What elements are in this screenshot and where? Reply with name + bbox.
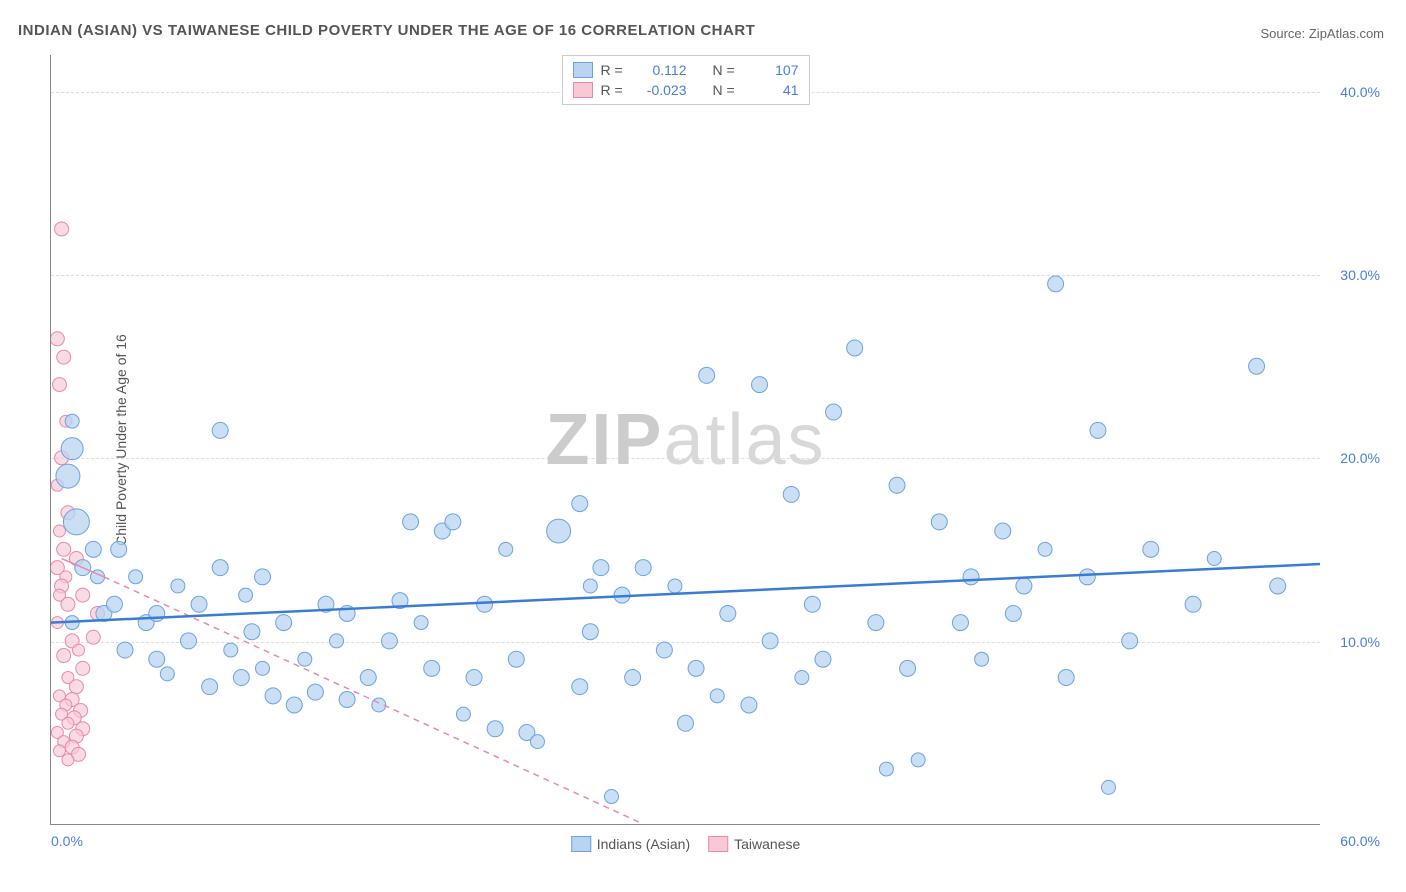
chart-container: Child Poverty Under the Age of 16 ZIPatl… bbox=[50, 55, 1386, 825]
legend-swatch-indians bbox=[573, 62, 593, 78]
legend-item-indians: Indians (Asian) bbox=[571, 836, 690, 852]
legend-swatch-indians-bottom bbox=[571, 836, 591, 852]
legend-label-taiwanese: Taiwanese bbox=[734, 836, 800, 852]
source-label: Source: ZipAtlas.com bbox=[1260, 26, 1384, 41]
plot-area: ZIPatlas R = 0.112 N = 107 R = -0.023 N … bbox=[50, 55, 1320, 825]
n-label: N = bbox=[713, 82, 741, 98]
legend-swatch-taiwanese-bottom bbox=[708, 836, 728, 852]
scatter-svg bbox=[51, 55, 1320, 824]
r-value-taiwanese: -0.023 bbox=[637, 82, 687, 98]
r-label: R = bbox=[601, 82, 629, 98]
n-value-taiwanese: 41 bbox=[749, 82, 799, 98]
y-tick-label: 20.0% bbox=[1340, 450, 1380, 466]
legend-label-indians: Indians (Asian) bbox=[597, 836, 690, 852]
n-label: N = bbox=[713, 62, 741, 78]
legend-row-indians: R = 0.112 N = 107 bbox=[573, 60, 799, 80]
legend-item-taiwanese: Taiwanese bbox=[708, 836, 800, 852]
r-value-indians: 0.112 bbox=[637, 62, 687, 78]
y-tick-label: 30.0% bbox=[1340, 267, 1380, 283]
legend-swatch-taiwanese bbox=[573, 82, 593, 98]
n-value-indians: 107 bbox=[749, 62, 799, 78]
legend-bottom: Indians (Asian) Taiwanese bbox=[571, 836, 801, 852]
x-tick-0: 0.0% bbox=[51, 833, 83, 849]
x-tick-60: 60.0% bbox=[1340, 833, 1380, 849]
legend-stats-box: R = 0.112 N = 107 R = -0.023 N = 41 bbox=[562, 55, 810, 105]
chart-title: INDIAN (ASIAN) VS TAIWANESE CHILD POVERT… bbox=[18, 22, 755, 39]
legend-row-taiwanese: R = -0.023 N = 41 bbox=[573, 80, 799, 100]
y-tick-label: 10.0% bbox=[1340, 634, 1380, 650]
y-tick-label: 40.0% bbox=[1340, 84, 1380, 100]
r-label: R = bbox=[601, 62, 629, 78]
